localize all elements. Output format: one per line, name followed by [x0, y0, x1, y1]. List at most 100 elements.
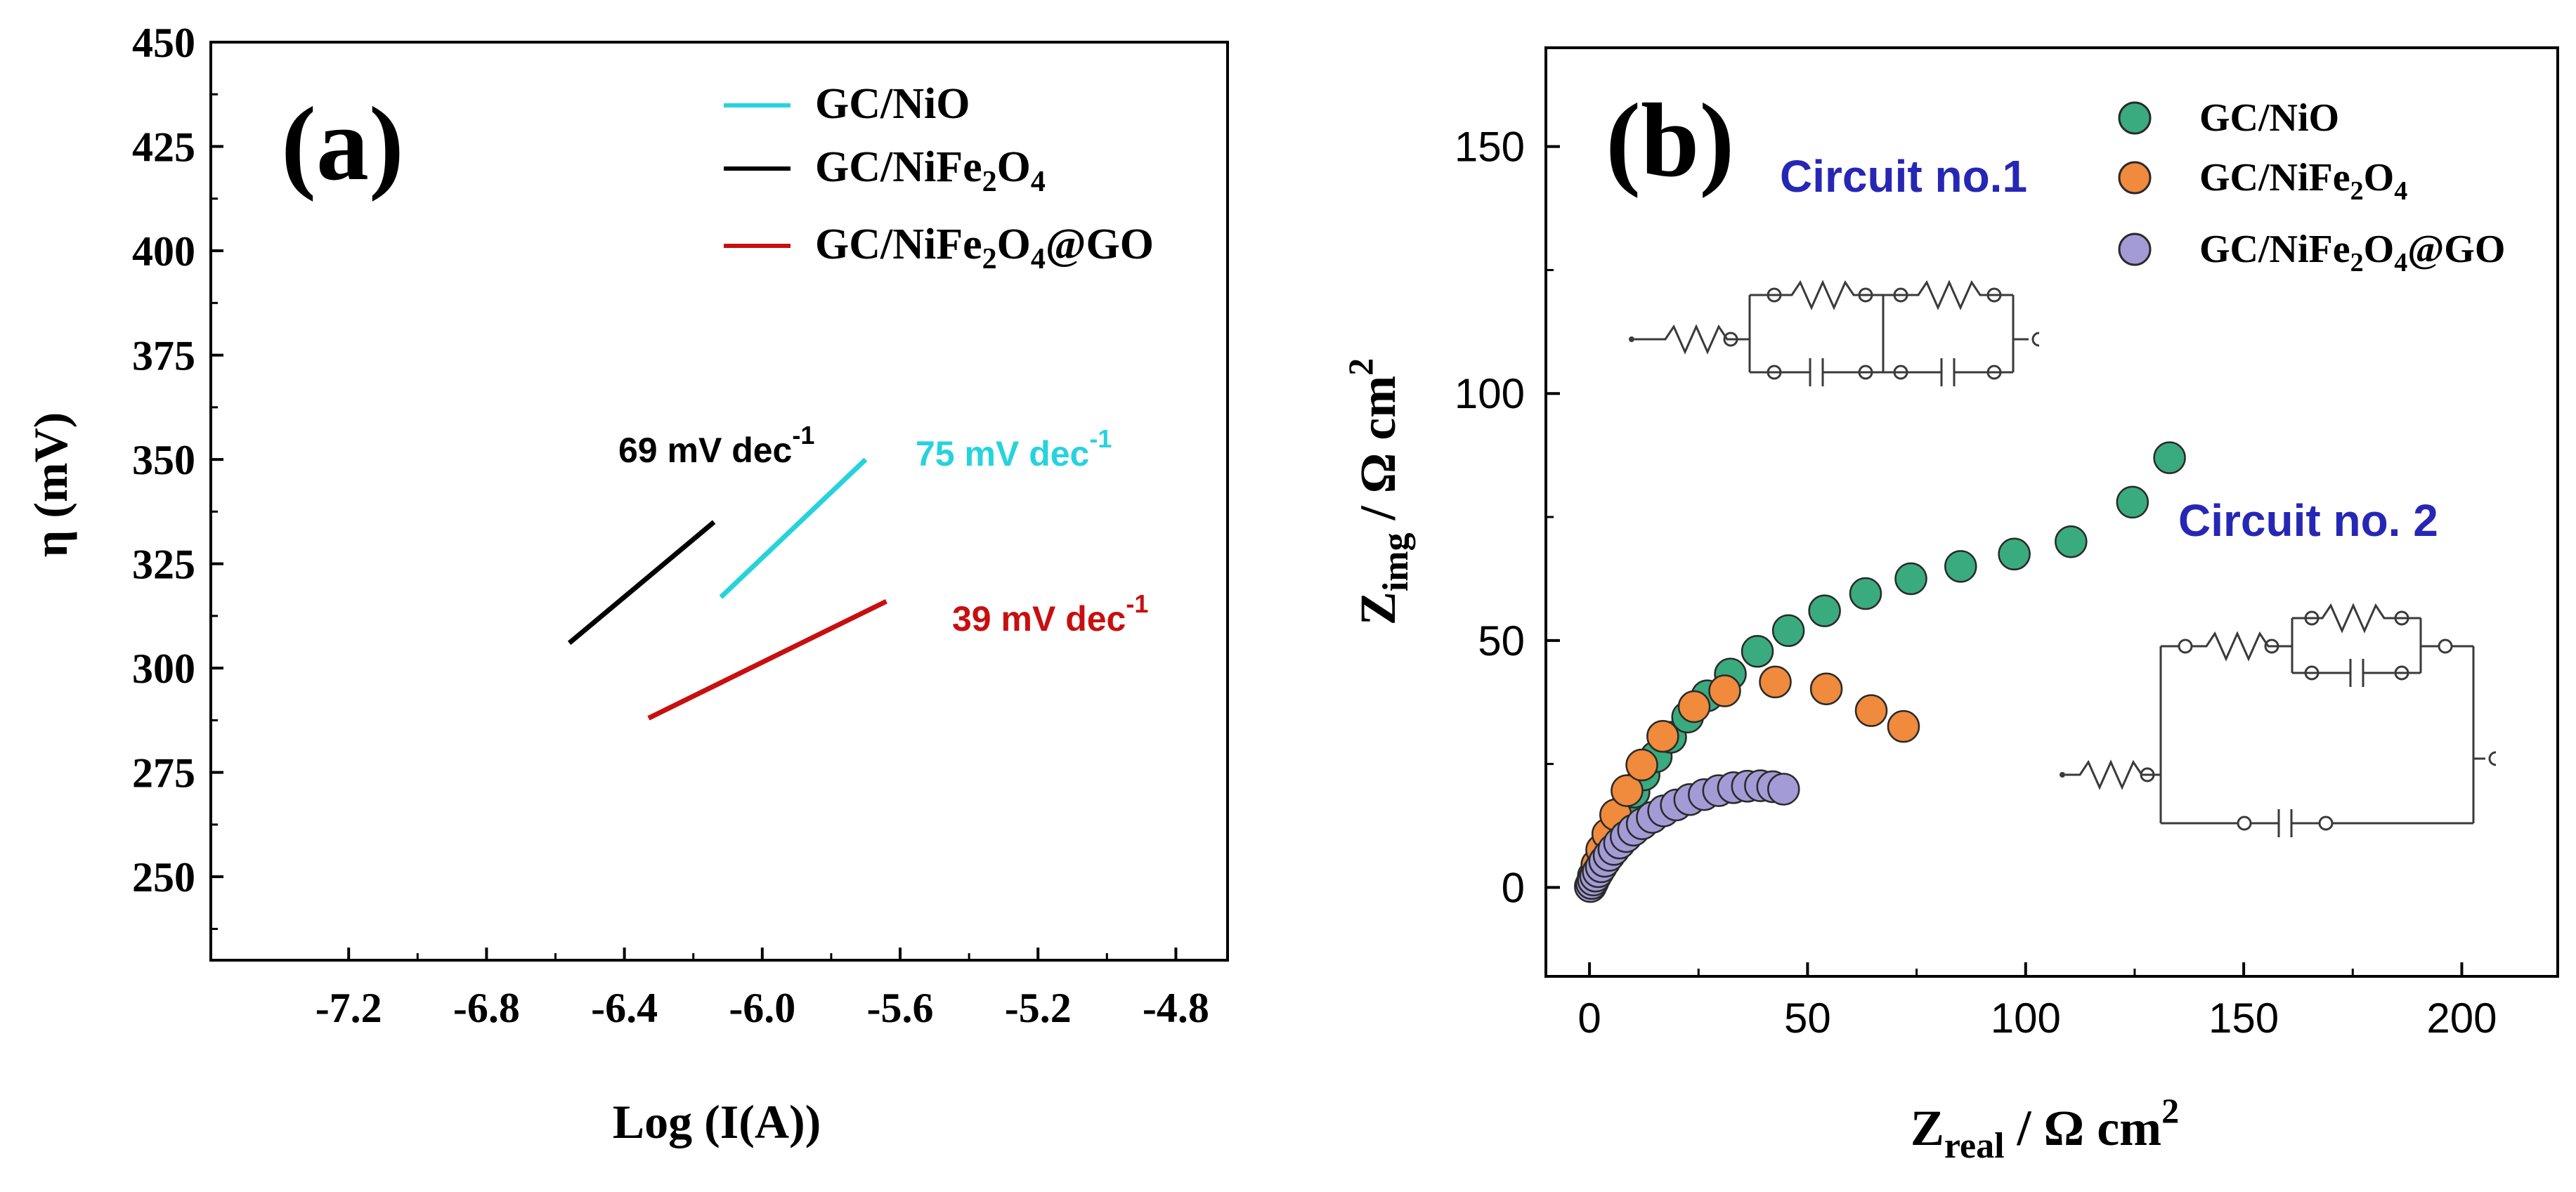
a-xtick-label: -6.8	[453, 985, 520, 1031]
b-ytick-label: 0	[1502, 864, 1525, 911]
c2-node-h	[2438, 638, 2453, 654]
legend-b-marker-gc-nife2o4	[2118, 161, 2152, 195]
c2-node-a	[2140, 767, 2155, 782]
c1-resistor-parallel-1	[1750, 280, 1883, 310]
annotation-a-nio-slope: 75 mV dec-1	[916, 424, 1112, 473]
annotation-a-nife2o4-go-slope-exp: -1	[1126, 589, 1148, 618]
c1-terminal-left	[1629, 336, 1634, 342]
data-point-gc-nife2o4	[1708, 674, 1741, 707]
legend-b-label-gc-nio: GC/NiO	[2199, 96, 2339, 140]
c2-node-b	[2178, 638, 2193, 654]
legend-b-label-gc-nife2o4-go-sub1: 2	[2350, 248, 2364, 277]
c1-terminal-right	[2031, 332, 2040, 347]
a-ytick-label: 250	[132, 854, 195, 900]
b-xtick-label: 0	[1578, 995, 1601, 1042]
data-point-gc-nife2o4	[1887, 709, 1920, 743]
data-point-gc-nife2o4	[1625, 748, 1658, 782]
c2-resistor-top	[2192, 631, 2280, 662]
panel-b-y-axis-label-tail: / Ω cm	[1350, 376, 1406, 533]
c2-terminal-right	[2488, 751, 2497, 766]
c2-resistor-series	[2065, 759, 2161, 790]
a-xtick-label: -4.8	[1143, 985, 1209, 1031]
panel-a-x-axis-label: Log (I(A))	[613, 1095, 821, 1148]
annotation-a-nife2o4-slope-value: 69 mV dec	[618, 431, 792, 470]
series-line-gc-nio	[719, 457, 868, 599]
data-point-gc-nife2o4	[1646, 719, 1679, 753]
a-ytick-label: 300	[132, 646, 195, 692]
panel-b-x-axis-label-exp: 2	[2161, 1091, 2179, 1130]
legend-b-label-gc-nife2o4-mid: O	[2364, 156, 2395, 199]
legend-b-label-gc-nife2o4-sub2: 4	[2394, 176, 2407, 206]
legend-a-label-gc-nife2o4-go-mid: O	[997, 221, 1031, 268]
c2-node-i	[2237, 816, 2252, 831]
panel-b-x-axis-label-sub: real	[1944, 1126, 2005, 1166]
panel-b-y-axis-label: Zimg / Ω cm2	[1341, 358, 1416, 625]
circuit-1-label: Circuit no.1	[1780, 151, 2027, 202]
b-xtick-label: 150	[2209, 995, 2279, 1042]
c1-node-g	[1986, 287, 2002, 303]
panel-b-x-axis-label: Zreal / Ω cm2	[1911, 1091, 2179, 1166]
c2-node-g	[2394, 665, 2409, 681]
legend-a-label-gc-nio: GC/NiO	[815, 80, 970, 128]
circuit-2-label: Circuit no. 2	[2178, 495, 2438, 546]
c1-node-e	[1858, 365, 1873, 380]
legend-b-label-gc-nife2o4-sub1: 2	[2350, 176, 2364, 206]
panel-a-legend: GC/NiO GC/NiFe2O4 GC/NiFe2O4@GO	[724, 80, 1154, 275]
b-ytick-label: 50	[1478, 617, 1525, 664]
panel-a-label: (a)	[281, 86, 404, 202]
data-point-gc-nio	[2055, 525, 2088, 558]
panel-a-series-lines	[567, 457, 887, 721]
series-line-gc-nife2o4	[567, 520, 716, 646]
b-xtick-label: 50	[1784, 995, 1831, 1042]
legend-a-label-gc-nife2o4-main: GC/NiFe	[815, 143, 982, 191]
legend-a-label-gc-nife2o4: GC/NiFe2O4	[815, 143, 1046, 198]
annotation-a-nife2o4-go-slope: 39 mV dec-1	[952, 589, 1148, 638]
legend-b-label-gc-nife2o4-go-tail: @GO	[2407, 228, 2505, 271]
data-point-gc-nio	[1849, 577, 1882, 610]
annotation-a-nife2o4-slope: 69 mV dec-1	[618, 421, 814, 470]
panel-a: -7.2 -6.8 -6.4 -6.0 -5.6 -5.2 -4.8 250 275 300 325…	[24, 20, 1229, 1148]
data-point-gc-nio	[1771, 614, 1805, 648]
panel-b-x-axis-label-main: Z	[1911, 1100, 1944, 1156]
c2-node-e	[2394, 610, 2409, 626]
legend-b-label-gc-nife2o4-main: GC/NiFe	[2199, 156, 2350, 199]
circuit-2-diagram	[2060, 603, 2497, 837]
data-point-gc-nife2o4	[1854, 694, 1888, 727]
c1-node-h	[1893, 365, 1908, 380]
a-ytick-label: 325	[132, 542, 195, 588]
legend-a-label-gc-nife2o4-sub1: 2	[982, 166, 997, 198]
c1-node-c	[1858, 287, 1873, 303]
data-point-gc-nio	[2116, 485, 2149, 519]
data-point-gc-nio	[2153, 441, 2186, 474]
a-ytick-label: 275	[132, 750, 195, 797]
a-ytick-label: 425	[132, 124, 195, 171]
c2-resistor-parallel	[2292, 603, 2421, 634]
c1-node-d	[1767, 365, 1782, 380]
data-point-gc-nio	[1894, 562, 1927, 596]
a-ytick-label: 375	[132, 333, 195, 379]
a-xtick-label: -6.4	[591, 985, 658, 1031]
a-xtick-label: -5.6	[867, 985, 934, 1031]
panel-a-y-axis-label: η (mV)	[24, 412, 77, 558]
annotation-a-nio-slope-value: 75 mV dec	[916, 434, 1089, 473]
a-xtick-label: -6.0	[729, 985, 795, 1031]
panel-b-plot-frame	[1544, 46, 2559, 978]
b-xtick-label: 200	[2426, 995, 2497, 1042]
b-ytick-label: 150	[1455, 124, 1525, 171]
legend-a-label-gc-nife2o4-go-sub1: 2	[982, 243, 997, 275]
b-xtick-label: 100	[1991, 995, 2061, 1042]
c1-resistor-series	[1634, 324, 1750, 355]
panel-b-label: (b)	[1606, 82, 1734, 199]
c1-node-f	[1893, 287, 1908, 303]
annotation-a-nife2o4-go-slope-value: 39 mV dec	[952, 599, 1126, 638]
panel-b-y-axis-label-main: Z	[1350, 591, 1406, 625]
a-ytick-label: 350	[132, 437, 195, 483]
legend-a-label-gc-nife2o4-mid: O	[997, 143, 1031, 191]
legend-b-marker-gc-nife2o4-go	[2118, 232, 2152, 266]
data-point-gc-nife2o4	[1809, 672, 1843, 705]
legend-b-label-gc-nife2o4: GC/NiFe2O4	[2199, 156, 2407, 206]
annotation-a-nio-slope-exp: -1	[1089, 424, 1112, 453]
legend-b-label-gc-nife2o4-go-main: GC/NiFe	[2199, 228, 2350, 271]
data-point-gc-nio	[1741, 635, 1774, 668]
